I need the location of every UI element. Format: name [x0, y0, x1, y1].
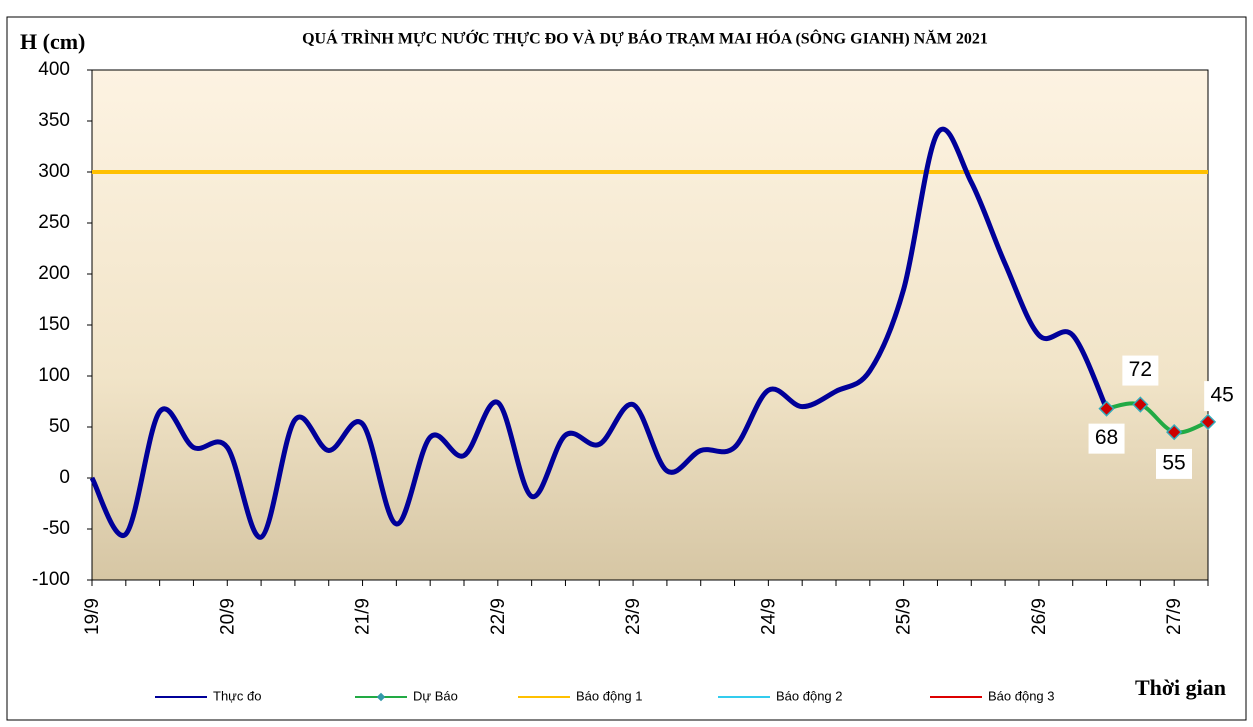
y-tick-label: -50 — [43, 518, 70, 539]
label-box — [1204, 381, 1241, 412]
series-line — [1106, 401, 1209, 435]
label-box — [1156, 448, 1192, 479]
data-label: 68 — [1095, 426, 1118, 449]
x-tick-label: 21/9 — [353, 598, 374, 635]
x-axis-label: Thời gian — [1135, 675, 1226, 700]
y-tick-label: 250 — [38, 212, 70, 233]
y-tick-label: 150 — [38, 314, 70, 335]
series-line — [89, 126, 1109, 540]
x-tick-label: 22/9 — [488, 598, 509, 635]
label-box — [1122, 355, 1159, 386]
legend-marker — [376, 692, 386, 702]
legend-label: Báo động 2 — [776, 688, 843, 703]
y-tick-label: 100 — [38, 365, 70, 386]
x-tick-label: 26/9 — [1029, 598, 1050, 635]
y-tick-label: 350 — [38, 110, 70, 131]
y-axis-label: H (cm) — [20, 29, 85, 54]
x-tick-label: 24/9 — [758, 598, 779, 635]
chart-title: QUÁ TRÌNH MỰC NƯỚC THỰC ĐO VÀ DỰ BÁO TRẠ… — [302, 29, 988, 48]
x-tick-label: 27/9 — [1164, 598, 1185, 635]
y-tick-label: 0 — [59, 467, 70, 488]
y-tick-label: 200 — [38, 263, 70, 284]
plot-area — [91, 69, 1209, 581]
y-tick-label: 400 — [38, 59, 70, 80]
marker — [1199, 413, 1217, 431]
x-tick-label: 23/9 — [623, 598, 644, 635]
marker — [1098, 400, 1115, 417]
legend-label: Dự Báo — [413, 688, 458, 703]
label-box — [1088, 423, 1125, 454]
data-label: 55 — [1162, 451, 1185, 474]
y-tick-label: -100 — [32, 569, 70, 590]
y-tick-label: 50 — [49, 416, 70, 437]
x-tick-label: 20/9 — [217, 598, 238, 635]
data-label: 72 — [1129, 358, 1152, 381]
marker — [1132, 396, 1149, 413]
legend-label: Thực đo — [213, 688, 261, 703]
x-tick-label: 19/9 — [82, 598, 103, 635]
marker — [1166, 423, 1183, 441]
legend-label: Báo động 3 — [988, 688, 1055, 703]
legend-label: Báo động 1 — [576, 688, 643, 703]
y-tick-label: 300 — [38, 161, 70, 182]
x-tick-label: 25/9 — [894, 598, 915, 635]
data-label: 45 — [1211, 384, 1234, 407]
